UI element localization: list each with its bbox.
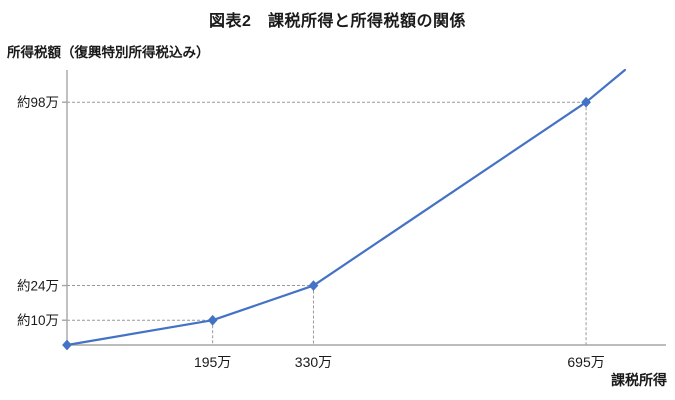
x-axis-title: 課税所得 [611,372,667,388]
y-tick-label: 約24万 [17,279,59,294]
x-tick-label: 695万 [567,354,604,370]
data-point-marker [62,339,72,351]
data-point-marker [207,314,218,326]
chart-title: 図表2 課税所得と所得税額の関係 [209,13,466,30]
data-point-marker [308,280,319,291]
x-tick-label: 330万 [295,354,332,370]
y-tick-label: 約98万 [17,95,59,110]
y-axis-title: 所得税額（復興特別所得税込み） [7,45,210,60]
tax-line [65,68,627,347]
data-point-marker [581,96,591,108]
x-tick-label: 195万 [194,354,231,370]
y-tick-label: 約10万 [17,313,59,328]
